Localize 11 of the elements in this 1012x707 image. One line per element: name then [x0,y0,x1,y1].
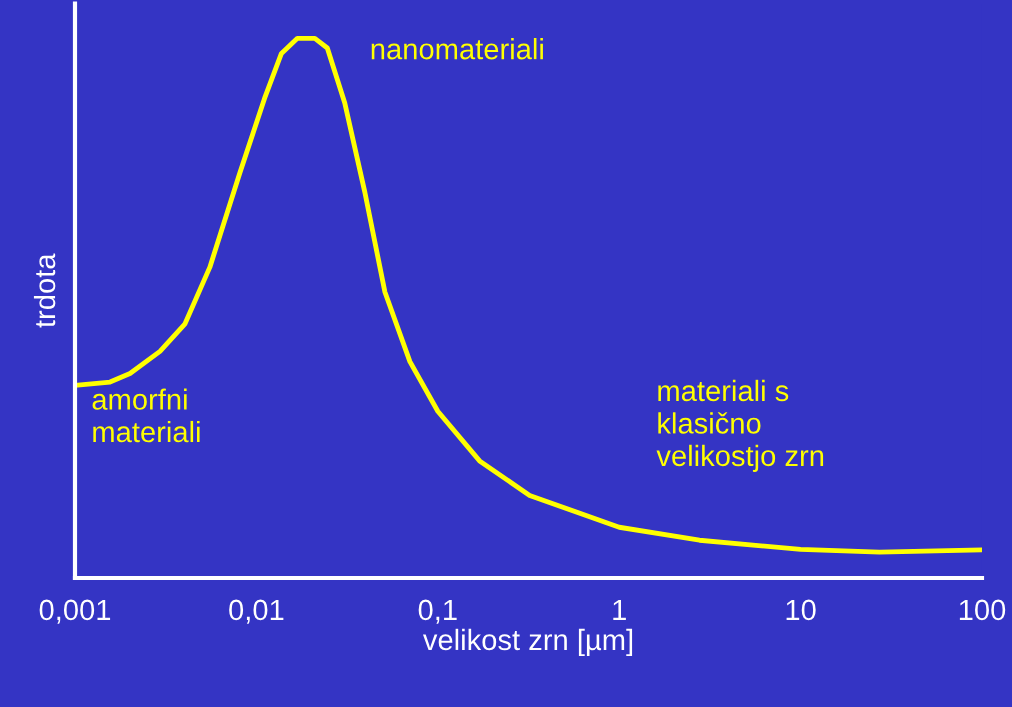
annotation: amorfni materiali [92,388,200,443]
x-tick-label: 10 [786,599,816,621]
x-axis-title: velikost zrn [µm] [422,628,633,656]
x-tick-label: 100 [959,599,1006,621]
x-tick-label: 1 [613,599,626,620]
x-tick-label: 0,001 [39,599,111,624]
y-axis-title: trdota [33,253,56,328]
x-tick-label: 0,1 [418,599,457,624]
annotation: nanomateriali [371,38,543,60]
annotation: materiali s klasično velikostjo zrn [656,379,824,472]
x-tick-label: 0,01 [229,599,284,624]
